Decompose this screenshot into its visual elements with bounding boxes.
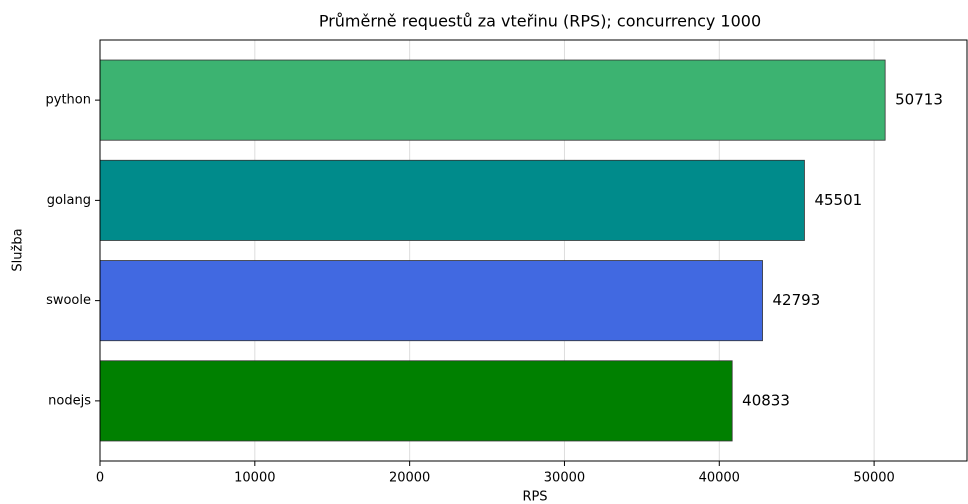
value-label: 42793 [773,291,821,309]
x-tick-label: 10000 [234,471,275,486]
value-label: 50713 [895,91,943,109]
x-tick-label: 30000 [544,471,585,486]
plot-frame [99,39,968,462]
bar [99,360,733,442]
bar [99,159,805,241]
y-tick-label: python [46,93,91,108]
bar [99,260,763,342]
x-tick-label: 0 [96,471,104,486]
value-label: 45501 [814,191,862,209]
y-tick-label: swoole [46,293,91,308]
y-axis-label: Služba [11,228,26,271]
y-tick-label: golang [47,193,91,208]
chart-title: Průměrně requestů za vteřinu (RPS); conc… [319,12,761,31]
x-tick-label: 40000 [699,471,740,486]
y-tick-label: nodejs [48,393,91,408]
x-tick-label: 50000 [853,471,894,486]
x-tick-label: 20000 [389,471,430,486]
bar [99,59,886,141]
x-axis-label: RPS [522,490,547,504]
value-label: 40833 [742,391,790,409]
